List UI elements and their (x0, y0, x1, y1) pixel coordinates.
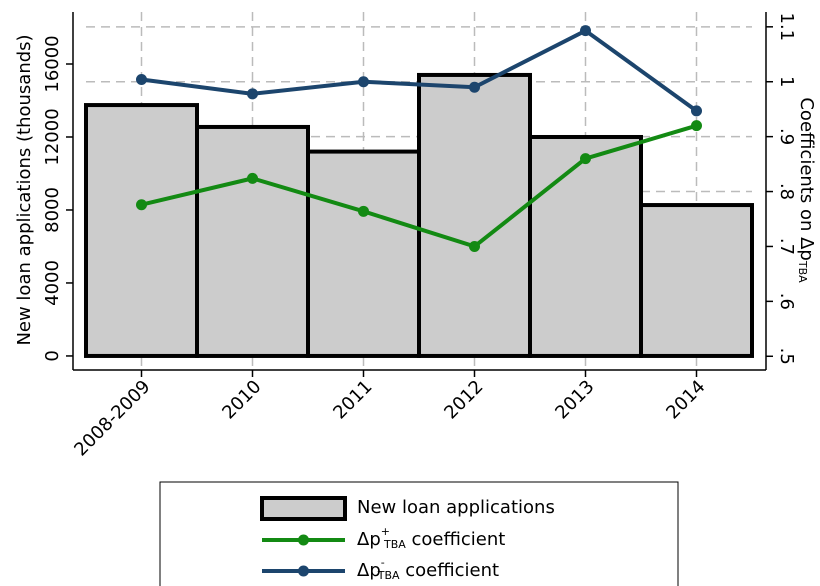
x-tick-label: 2011 (329, 376, 376, 423)
legend-box (159, 481, 679, 586)
x-tick-label: 2012 (440, 376, 487, 423)
legend-label-sup: + (381, 525, 390, 538)
y-tick-label: 4000 (42, 260, 63, 306)
y-axis-title: New loan applications (thousands) (14, 34, 35, 345)
point (580, 153, 591, 165)
legend-label-rest: coefficient (400, 560, 500, 581)
legend-point (298, 565, 309, 577)
legend-label: New loan applications (357, 497, 555, 518)
x-tick-label: 2013 (551, 376, 598, 423)
y-tick-label: 16000 (42, 35, 63, 92)
legend-label-sub: TBA (383, 538, 406, 551)
y2-tick-label: .7 (776, 238, 797, 255)
legend-point (298, 534, 309, 546)
legend-label-main: Δp (357, 529, 381, 550)
point (691, 105, 702, 117)
bar (306, 149, 421, 358)
y2-tick-label: .5 (776, 348, 797, 365)
y2-axis-title-main: Coefficients on Δp (796, 97, 817, 260)
y2-tick-label: .9 (776, 128, 797, 145)
legend-label-rest: coefficient (406, 529, 506, 550)
point (136, 74, 147, 86)
y-tick-label: 12000 (42, 108, 63, 165)
legend-label-sub: TBA (377, 569, 400, 582)
legend-label: Δp-TBA coefficient (357, 556, 499, 582)
legend-swatch (260, 496, 347, 521)
point (136, 199, 147, 211)
y2-tick-label: 1.1 (776, 13, 797, 42)
point (358, 76, 369, 88)
line (141, 28, 698, 113)
y2-axis-title: Coefficients on ΔpTBA (796, 97, 817, 283)
point (358, 205, 369, 217)
y2-tick-label: 1 (776, 76, 797, 87)
bar (84, 103, 199, 358)
x-tick-label: 2008-2009 (70, 376, 154, 460)
legend-label-main: Δp (357, 560, 381, 581)
legend-label: Δp+ TBA coefficient (357, 525, 505, 551)
y2-tick-label: .6 (776, 293, 797, 310)
point (580, 25, 591, 37)
x-tick-label: 2014 (662, 376, 709, 423)
y2-axis-title-sub: TBA (796, 260, 809, 283)
point (691, 120, 702, 132)
point (247, 172, 258, 184)
legend-label-sup: - (381, 556, 385, 569)
y-tick-label: 0 (42, 350, 63, 361)
bar (195, 124, 310, 358)
x-tick-label: 2010 (218, 376, 265, 423)
point (247, 88, 258, 100)
bar (639, 203, 754, 358)
line (141, 123, 698, 249)
point (469, 240, 480, 252)
bar (528, 134, 643, 358)
y-tick-label: 8000 (42, 187, 63, 233)
y2-tick-label: .8 (776, 183, 797, 200)
point (469, 81, 480, 93)
